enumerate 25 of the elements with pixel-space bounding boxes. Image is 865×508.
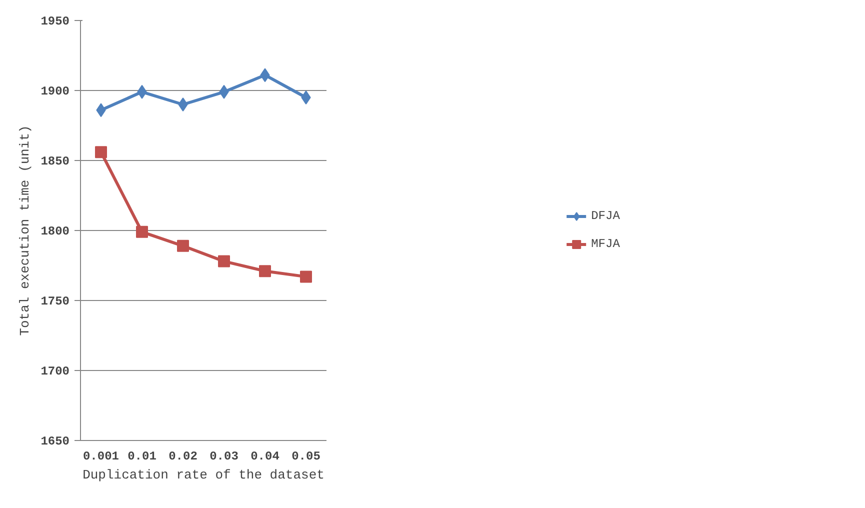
x-tick-label: 0.05 — [292, 450, 320, 464]
point — [178, 98, 188, 112]
x-tick-label: 0.04 — [250, 450, 280, 464]
x-tick-label: 0.03 — [210, 450, 238, 464]
point — [95, 146, 107, 158]
point — [218, 255, 230, 268]
x-tick-label: 0.02 — [168, 450, 198, 464]
point — [301, 90, 311, 104]
point — [177, 240, 189, 252]
legend-label: MFJA — [591, 237, 620, 251]
y-tick-label: 1800 — [40, 224, 70, 238]
x-axis-title: Duplication rate of the dataset — [82, 468, 324, 482]
y-tick-label: 1700 — [40, 364, 70, 378]
point — [300, 270, 312, 283]
y-tick-label: 1900 — [40, 84, 70, 98]
point — [259, 265, 271, 278]
x-tick-label: 0.01 — [128, 450, 156, 464]
legend-label: DFJA — [591, 209, 620, 223]
y-axis-title: Total execution time (unit) — [18, 125, 33, 336]
y-tick-label: 1650 — [40, 434, 70, 448]
y-tick-label: 1950 — [40, 14, 70, 28]
x-tick-label: 0.001 — [82, 450, 120, 464]
y-tick-label: 1750 — [40, 294, 70, 308]
y-tick-label: 1850 — [40, 154, 70, 168]
point — [136, 226, 148, 238]
